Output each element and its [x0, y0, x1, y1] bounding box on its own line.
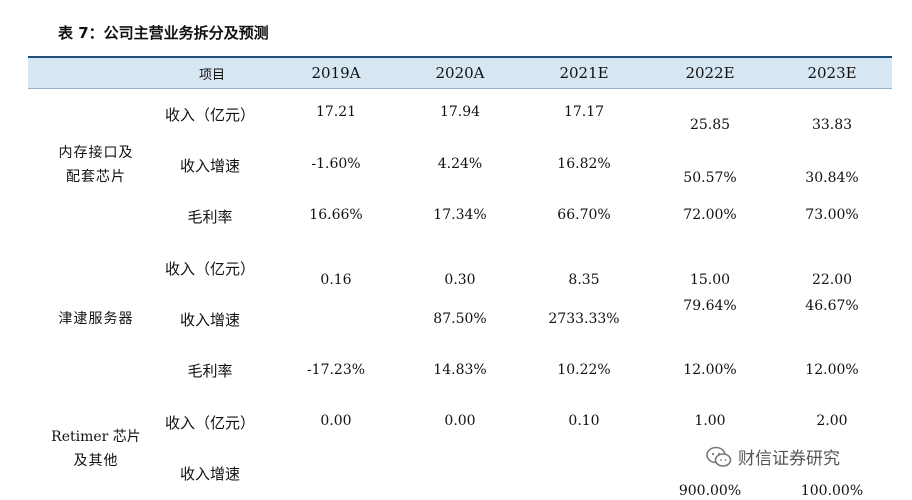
cell: 12.00%	[805, 362, 859, 378]
cell: 79.64%	[683, 298, 737, 314]
watermark-text: 财信证券研究	[738, 449, 840, 469]
cell: 46.67%	[805, 298, 859, 314]
cell: 30.84%	[805, 170, 859, 186]
table-title: 表 7：公司主营业务拆分及预测	[58, 24, 269, 42]
cell: 8.35	[568, 272, 600, 288]
cell: 2.00	[816, 413, 848, 429]
cell: 16.66%	[309, 207, 363, 223]
cell: 4.24%	[437, 156, 483, 172]
segment-name-line1: Retimer 芯片	[51, 429, 141, 445]
cell: 17.94	[439, 104, 481, 120]
cell: 66.70%	[557, 207, 611, 223]
metric-revenue: 收入（亿元）	[164, 260, 256, 278]
cell: 0.16	[320, 272, 352, 288]
header-year-2021e: 2021E	[559, 64, 609, 82]
top-rule	[28, 56, 892, 58]
header-year-2022e: 2022E	[685, 64, 735, 82]
header-year-2023e: 2023E	[807, 64, 857, 82]
segment-jindai-server: 津逮服务器	[41, 307, 151, 331]
metric-revenue-growth: 收入增速	[179, 157, 241, 175]
header-divider	[28, 88, 892, 89]
metric-revenue-growth: 收入增速	[179, 465, 241, 483]
cell: 900.00%	[678, 483, 742, 499]
cell: 33.83	[811, 117, 853, 133]
metric-revenue: 收入（亿元）	[164, 106, 256, 124]
cell: 25.85	[689, 117, 731, 133]
cell: 0.30	[444, 272, 476, 288]
cell: 0.00	[444, 413, 476, 429]
watermark: 财信证券研究	[706, 444, 840, 469]
header-band	[28, 58, 892, 88]
cell: 12.00%	[683, 362, 737, 378]
segment-name-line2: 及其他	[73, 453, 119, 469]
cell: 17.21	[315, 104, 357, 120]
cell: 72.00%	[683, 207, 737, 223]
cell: 17.17	[563, 104, 605, 120]
cell: 87.50%	[433, 311, 487, 327]
metric-revenue: 收入（亿元）	[164, 414, 256, 432]
cell: -1.60%	[311, 156, 361, 172]
segment-memory-interface: 内存接口及 配套芯片	[41, 141, 151, 189]
segment-name-line1: 内存接口及	[58, 145, 134, 161]
cell: 0.00	[320, 413, 352, 429]
cell: 15.00	[689, 272, 731, 288]
cell: 14.83%	[433, 362, 487, 378]
metric-revenue-growth: 收入增速	[179, 311, 241, 329]
header-year-2020a: 2020A	[435, 64, 485, 82]
segment-name-line1: 津逮服务器	[58, 311, 134, 327]
cell: 10.22%	[557, 362, 611, 378]
cell: 73.00%	[805, 207, 859, 223]
segment-retimer: Retimer 芯片 及其他	[41, 425, 151, 473]
cell: 17.34%	[433, 207, 487, 223]
segment-name-line2: 配套芯片	[66, 169, 126, 185]
wechat-icon	[706, 446, 732, 467]
cell: 100.00%	[800, 483, 864, 499]
cell: 0.10	[568, 413, 600, 429]
cell: -17.23%	[306, 362, 366, 378]
cell: 1.00	[694, 413, 726, 429]
cell: 22.00	[811, 272, 853, 288]
cell: 2733.33%	[548, 311, 620, 327]
cell: 50.57%	[683, 170, 737, 186]
header-year-2019a: 2019A	[311, 64, 361, 82]
metric-gross-margin: 毛利率	[187, 362, 233, 380]
header-item: 项目	[198, 68, 226, 83]
metric-gross-margin: 毛利率	[187, 208, 233, 226]
cell: 16.82%	[557, 156, 611, 172]
